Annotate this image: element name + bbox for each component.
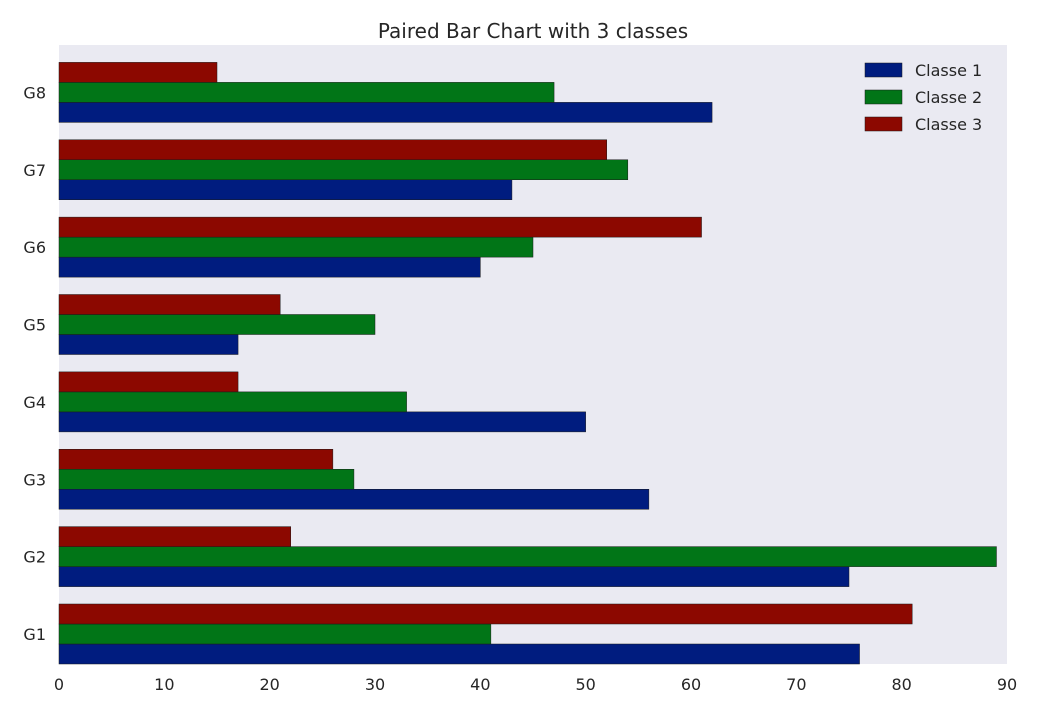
y-tick-label: G6 <box>23 238 46 257</box>
bar-g4-series-1 <box>58 411 586 433</box>
x-tick-label: 0 <box>54 675 64 694</box>
bar-g7-series-3 <box>58 139 607 160</box>
bar-g5-series-1 <box>58 334 239 355</box>
bar-g6-series-1 <box>58 256 481 278</box>
x-tick-label: 30 <box>365 675 385 694</box>
x-tick-label: 80 <box>891 675 911 694</box>
bar-g2-series-1 <box>58 566 850 587</box>
bar-g8-series-1 <box>58 102 713 123</box>
bar-g6-series-2 <box>58 236 534 258</box>
legend-swatch-series-2 <box>864 89 903 105</box>
bar-g5-series-2 <box>58 314 376 335</box>
bar-g7-series-2 <box>58 159 629 180</box>
x-tick-label: 10 <box>154 675 174 694</box>
bar-g2-series-3 <box>58 526 291 547</box>
bars-layer <box>58 62 997 665</box>
x-tick-label: 60 <box>681 675 701 694</box>
bar-g7-series-1 <box>58 179 513 200</box>
bar-g5-series-3 <box>58 294 281 315</box>
bar-g1-series-1 <box>58 643 860 665</box>
y-tick-label: G5 <box>23 316 46 335</box>
y-tick-label: G1 <box>23 625 46 644</box>
bar-g8-series-2 <box>58 82 555 103</box>
x-tick-label: 40 <box>470 675 490 694</box>
legend-swatch-series-3 <box>864 116 903 132</box>
bar-g4-series-3 <box>58 371 239 393</box>
chart-title: Paired Bar Chart with 3 classes <box>378 19 688 43</box>
bar-g8-series-3 <box>58 62 218 83</box>
y-tick-label: G4 <box>23 393 46 412</box>
bar-g6-series-3 <box>58 216 702 238</box>
bar-g3-series-1 <box>58 489 650 510</box>
y-tick-label: G8 <box>23 83 46 102</box>
legend-swatch-series-1 <box>864 62 903 78</box>
x-axis-ticks: 0 10 20 30 40 50 60 70 80 90 <box>54 675 1017 694</box>
x-tick-label: 70 <box>786 675 806 694</box>
x-tick-label: 50 <box>575 675 595 694</box>
y-tick-label: G3 <box>23 470 46 489</box>
x-tick-label: 20 <box>259 675 279 694</box>
legend-label-series-3: Classe 3 <box>915 115 982 134</box>
legend: Classe 1 Classe 2 Classe 3 <box>864 61 982 134</box>
legend-label-series-1: Classe 1 <box>915 61 982 80</box>
legend-label-series-2: Classe 2 <box>915 88 982 107</box>
bar-g4-series-2 <box>58 391 407 413</box>
bar-g3-series-2 <box>58 469 355 490</box>
bar-g1-series-2 <box>58 623 492 645</box>
x-tick-label: 90 <box>997 675 1017 694</box>
bar-g3-series-3 <box>58 449 334 470</box>
bar-g2-series-2 <box>58 546 997 567</box>
y-tick-label: G2 <box>23 548 46 567</box>
y-axis-ticks: G1 G2 G3 G4 G5 G6 G7 G8 <box>23 83 46 644</box>
y-tick-label: G7 <box>23 161 46 180</box>
bar-g1-series-3 <box>58 603 913 625</box>
